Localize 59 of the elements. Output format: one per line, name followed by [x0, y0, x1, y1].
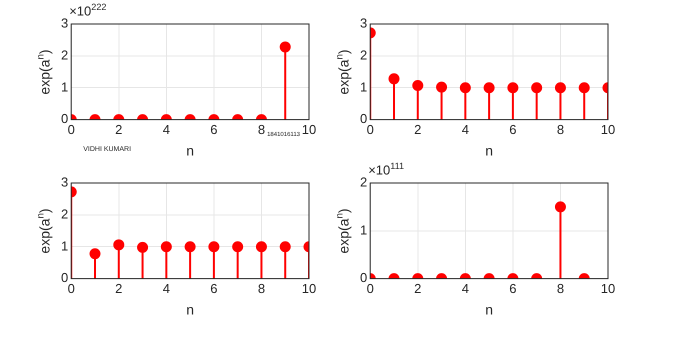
y-tick-label: 0	[360, 270, 368, 286]
x-tick-label: 10	[302, 122, 316, 137]
point	[160, 241, 172, 252]
point	[256, 241, 267, 252]
x-tick-label: 8	[258, 122, 266, 137]
point	[137, 242, 148, 253]
point	[460, 82, 471, 94]
point	[208, 241, 220, 252]
point	[113, 239, 124, 250]
x-tick-label: 4	[462, 122, 469, 137]
x-tick-label: 8	[556, 280, 564, 296]
y-tick-label: 2	[60, 47, 68, 62]
y-tick-label: 3	[60, 174, 68, 190]
x-tick-label: 6	[210, 122, 218, 137]
point	[232, 241, 244, 252]
x-tick-label: 2	[115, 280, 122, 296]
y-tick-label: 1	[60, 238, 68, 254]
point	[436, 82, 448, 93]
y-tick-label: 0	[60, 111, 68, 126]
x-tick-label: 10	[600, 122, 616, 137]
point	[531, 82, 542, 94]
x-tick-label: 2	[414, 280, 422, 296]
point	[578, 82, 590, 94]
y-tick-label: 2	[360, 47, 368, 62]
y-tick-label: 2	[360, 174, 368, 190]
point	[184, 241, 196, 252]
point	[388, 73, 400, 84]
x-axis-title: n	[186, 142, 194, 158]
point	[90, 248, 101, 260]
x-axis-title: n	[186, 301, 194, 318]
y-tick-label: 0	[360, 111, 368, 126]
text: ×10$^{111}$	[368, 161, 404, 178]
x-axis-title: n	[485, 142, 494, 158]
y-tick-label: 0	[60, 270, 68, 286]
x-tick-label: 6	[509, 122, 517, 137]
x-axis-title: n	[485, 301, 494, 318]
point	[507, 82, 518, 94]
x-tick-label: 6	[509, 280, 517, 296]
x-tick-label: 8	[258, 280, 266, 296]
y-tick-label: 3	[60, 16, 68, 31]
point	[280, 241, 291, 252]
x-tick-label: 2	[115, 122, 122, 137]
x-tick-label: 4	[162, 122, 170, 137]
text: ×10$^{222}$	[69, 2, 106, 18]
y-tick-label: 1	[360, 222, 368, 238]
x-tick-label: 10	[600, 280, 616, 296]
y-tick-label: 2	[60, 206, 68, 222]
x-tick-label: 2	[414, 122, 422, 137]
x-tick-label: 4	[462, 280, 469, 296]
point	[554, 82, 566, 94]
x-tick-label: 10	[302, 280, 316, 296]
y-tick-label: 1	[360, 79, 368, 94]
x-tick-label: 4	[162, 280, 170, 296]
y-tick-label: 3	[360, 16, 368, 31]
point	[484, 82, 495, 94]
x-tick-label: 6	[210, 280, 218, 296]
point	[412, 80, 424, 92]
y-tick-label: 1	[60, 79, 68, 94]
x-tick-label: 8	[556, 122, 564, 137]
